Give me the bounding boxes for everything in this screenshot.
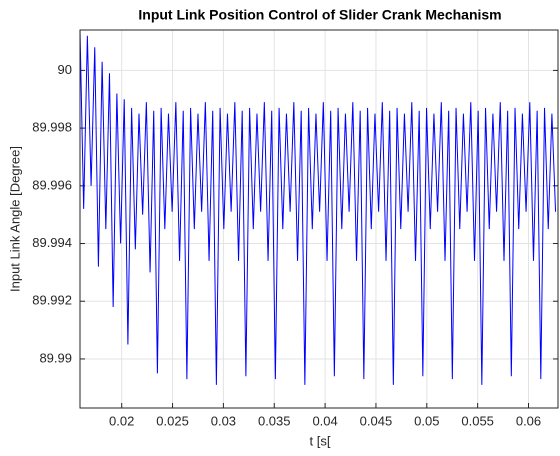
x-tick-label: 0.03 [211,413,236,428]
x-tick-label: 0.02 [109,413,134,428]
axes-box [79,29,559,409]
y-tick-label: 89.99 [39,350,72,365]
data-line [80,30,557,385]
y-tick-label: 89.996 [32,177,72,192]
x-tick-label: 0.045 [360,413,393,428]
x-tick-label: 0.05 [414,413,439,428]
y-tick-label: 89.998 [32,120,72,135]
y-tick-label: 89.992 [32,293,72,308]
x-tick-label: 0.06 [516,413,541,428]
x-tick-label: 0.025 [156,413,189,428]
x-tick-label: 0.04 [312,413,337,428]
x-tick-label: 0.055 [461,413,494,428]
x-tick-label: 0.035 [258,413,291,428]
chart-title: Input Link Position Control of Slider Cr… [138,7,501,23]
y-tick-label: 89.994 [32,235,72,250]
x-axis-label: t [s[ [310,433,331,448]
y-tick-label: 90 [58,62,72,77]
y-axis-label: Input Link Angle [Degree] [7,146,22,292]
